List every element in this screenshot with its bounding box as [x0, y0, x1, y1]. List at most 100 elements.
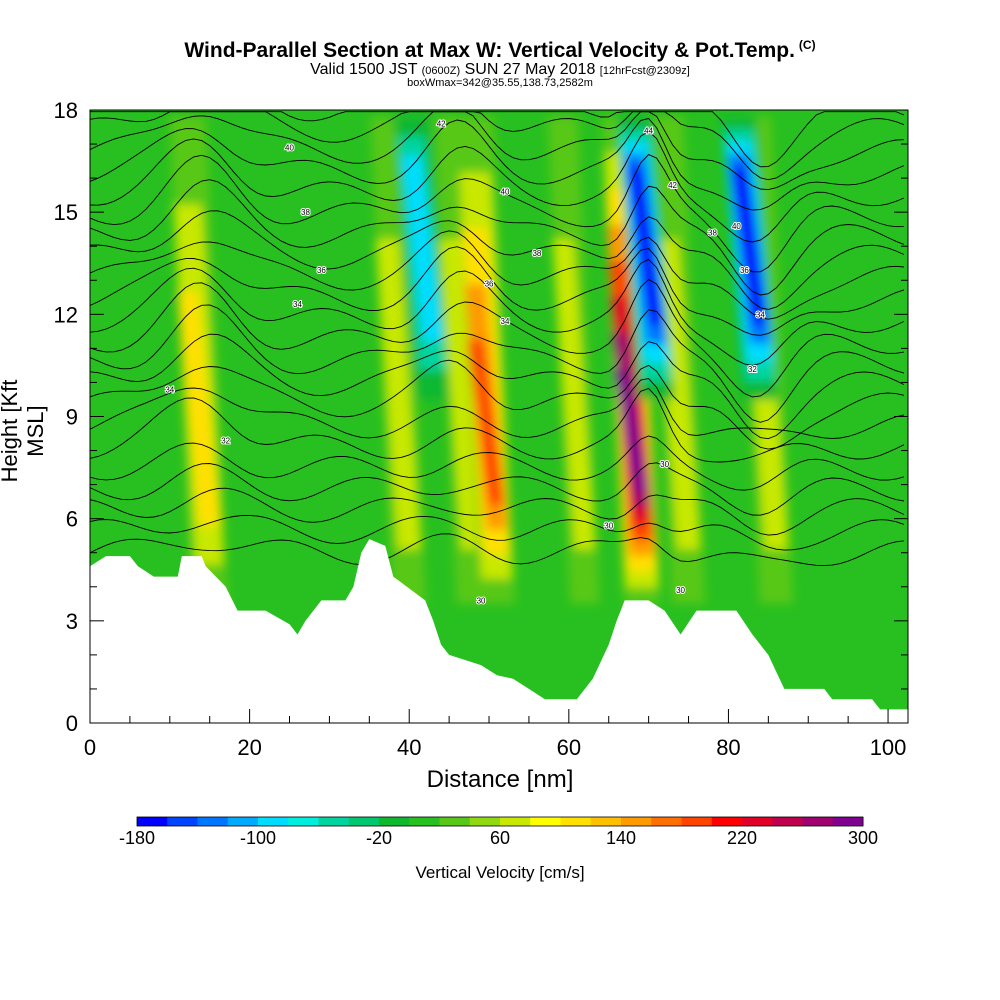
- theta-contour-label-3: 34: [293, 300, 302, 309]
- theta-contours: [90, 111, 905, 567]
- theta-contour-line-19: [90, 111, 905, 191]
- colorbar-swatch-2: [197, 817, 229, 826]
- colorbar-swatch-20: [742, 817, 773, 826]
- x-tick-label-1: 20: [237, 735, 261, 760]
- colorbar-swatch-6: [318, 817, 350, 826]
- theta-contour-label-13: 38: [708, 229, 717, 238]
- colorbar-tick-label-6: 300: [848, 828, 878, 848]
- colorbar-tick-label-0: -180: [119, 828, 155, 848]
- theta-contour-label-20: 30: [477, 596, 486, 605]
- theta-contour-line-9: [90, 304, 905, 423]
- colorbar-swatch-14: [560, 817, 592, 826]
- theta-contour-label-9: 36: [485, 280, 494, 289]
- theta-contour-label-1: 38: [301, 208, 310, 217]
- colorbar-swatch-11: [469, 817, 501, 826]
- theta-contour-label-4: 34: [165, 385, 174, 394]
- theta-contour-line-14: [90, 210, 905, 310]
- theta-contour-line-10: [90, 279, 905, 398]
- theta-contour-label-10: 34: [501, 317, 510, 326]
- colorbar-swatch-3: [227, 817, 259, 826]
- colorbar-swatch-21: [772, 817, 803, 826]
- theta-contour-line-1: [90, 514, 905, 551]
- theta-contour-line-0: [90, 533, 905, 567]
- y-tick-label-6: 18: [54, 98, 78, 123]
- theta-contour-labels: 40 38 36 34 34 32 42 40 38 36 34 44 42 38 40 36 34 32 30 30…: [164, 119, 766, 607]
- theta-contour-line-12: [90, 246, 905, 336]
- theta-contour-label-8: 38: [532, 249, 541, 258]
- theta-contour-label-16: 34: [756, 310, 765, 319]
- theta-contour-line-21: [90, 111, 905, 168]
- colorbar-swatch-22: [802, 817, 834, 826]
- colorbar-swatch-18: [681, 817, 713, 826]
- theta-contour-label-6: 42: [437, 120, 446, 129]
- colorbar-swatch-19: [711, 817, 743, 826]
- colorbar-swatch-0: [137, 817, 168, 826]
- x-tick-label-4: 80: [716, 735, 740, 760]
- y-tick-label-5: 15: [54, 200, 78, 225]
- theta-contour-label-12: 42: [668, 181, 677, 190]
- y-tick-label-0: 0: [66, 711, 78, 736]
- x-tick-label-2: 40: [397, 735, 421, 760]
- colorbar: -180 -100 -20 60 140 220 300: [119, 816, 878, 848]
- colorbar-swatch-7: [348, 817, 380, 826]
- theta-contour-line-7: [90, 359, 905, 450]
- theta-contour-label-21: 30: [676, 586, 685, 595]
- updraft-column-3-band-4: [467, 339, 505, 505]
- x-tick-label-3: 60: [557, 735, 581, 760]
- terrain-profile: [90, 539, 908, 723]
- x-tick-label-5: 100: [870, 735, 907, 760]
- y-axis-label: Height [Kft MSL]: [0, 379, 48, 483]
- theta-contour-line-4: [90, 435, 905, 491]
- y-tick-label-3: 9: [66, 405, 78, 430]
- colorbar-swatch-5: [288, 817, 319, 826]
- subtitle-valid: Valid 1500 JST: [310, 61, 418, 78]
- theta-contour-label-0: 40: [285, 143, 294, 152]
- theta-contour-line-18: [90, 117, 905, 211]
- colorbar-tick-label-1: -100: [240, 828, 276, 848]
- chart-subtitle-boxwmax: boxWmax=342@35.55,138.73,2582m: [407, 77, 593, 89]
- theta-contour-label-11: 44: [644, 126, 653, 135]
- subtitle-forecast: [12hrFcst@2309z]: [599, 65, 690, 77]
- theta-contour-label-15: 36: [740, 266, 749, 275]
- colorbar-tick-label-5: 220: [727, 828, 757, 848]
- theta-contour-line-16: [90, 154, 905, 273]
- theta-contour-line-5: [90, 387, 905, 463]
- colorbar-swatch-1: [167, 817, 198, 826]
- x-axis-label: Distance [nm]: [426, 766, 574, 793]
- colorbar-swatch-12: [500, 817, 531, 826]
- theta-contour-line-8: [90, 333, 905, 440]
- updraft-column-0-band-2: [177, 291, 220, 526]
- theta-contour-line-6: [90, 378, 905, 439]
- y-tick-label-4: 12: [54, 302, 78, 327]
- updraft-column-5-band-7: [613, 369, 649, 492]
- theta-contour-line-2: [90, 487, 905, 536]
- theta-contour-label-5: 32: [221, 436, 230, 445]
- theta-contour-line-15: [90, 179, 905, 296]
- x-tick-label-0: 0: [84, 735, 96, 760]
- colorbar-swatch-17: [651, 817, 682, 826]
- colorbar-frame: [136, 816, 864, 827]
- theta-contour-label-7: 40: [501, 188, 510, 197]
- theta-contour-label-17: 32: [748, 365, 757, 374]
- colorbar-swatch-16: [621, 817, 652, 826]
- colorbar-swatch-8: [379, 817, 410, 826]
- title-mark: (C): [798, 38, 816, 52]
- y-tick-label-1: 3: [66, 609, 78, 634]
- colorbar-swatch-4: [258, 817, 289, 826]
- theta-contour-line-3: [90, 462, 905, 516]
- colorbar-swatch-13: [530, 817, 561, 826]
- colorbar-tick-label-4: 140: [606, 828, 636, 848]
- colorbar-swatch-9: [409, 817, 440, 826]
- colorbar-swatch-23: [832, 817, 864, 826]
- theta-contour-line-13: [90, 230, 905, 320]
- theta-contour-label-19: 30: [604, 521, 613, 530]
- downdraft-column-1-band-4: [626, 166, 665, 326]
- theta-contour-label-18: 30: [660, 460, 669, 469]
- updraft-column-1-band-1: [375, 239, 421, 550]
- theta-contour-line-17: [90, 130, 905, 243]
- y-tick-label-2: 6: [66, 507, 78, 532]
- subtitle-zulu: (0600Z): [421, 65, 461, 77]
- colorbar-swatch-15: [590, 817, 622, 826]
- colorbar-swatch-10: [439, 817, 471, 826]
